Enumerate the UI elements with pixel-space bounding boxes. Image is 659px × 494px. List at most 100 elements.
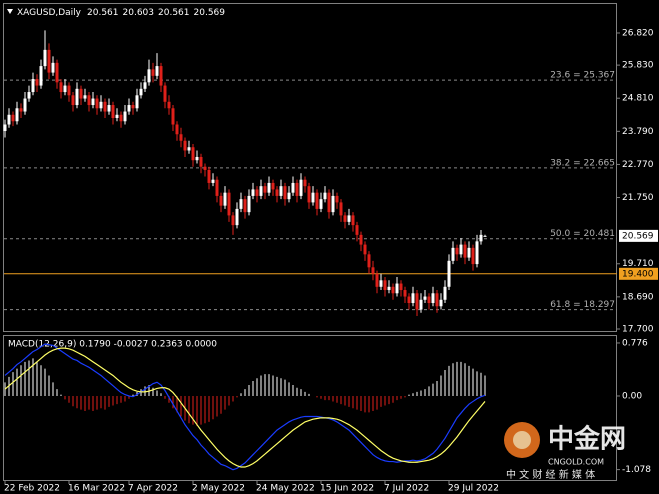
candle-body <box>111 105 115 119</box>
candle-body <box>443 286 447 300</box>
candle-body <box>391 286 395 294</box>
candle-body <box>7 114 11 125</box>
x-tick-label: 29 Jul 2022 <box>448 484 499 494</box>
candle-body <box>435 293 439 307</box>
candle-body <box>39 66 43 86</box>
candle-body <box>291 182 295 193</box>
candle-body <box>19 108 23 112</box>
candle-body <box>375 273 379 287</box>
candle-body <box>227 192 231 216</box>
candle-body <box>431 293 435 304</box>
candle-body <box>459 244 463 255</box>
candle-body <box>95 98 99 109</box>
candle-body <box>471 247 475 265</box>
x-tick-label: 7 Apr 2022 <box>128 484 178 494</box>
macd-line <box>4 347 486 468</box>
candle-body <box>419 299 423 310</box>
candle-body <box>195 156 199 161</box>
candle-body <box>403 290 407 297</box>
candle-body <box>323 192 327 200</box>
candle-body <box>423 296 427 300</box>
y-tick-label: 0.00 <box>622 391 642 401</box>
open: 20.561 <box>87 8 119 18</box>
low: 20.561 <box>158 8 190 18</box>
macd-frame <box>3 335 617 481</box>
candle-body <box>367 254 371 268</box>
candle-body <box>103 101 107 112</box>
fib-label: 61.8 = 18.297 <box>550 300 615 310</box>
candle-body <box>183 140 187 151</box>
candle-body <box>335 195 339 203</box>
candle-body <box>143 82 147 89</box>
candle-body <box>175 124 179 135</box>
candle-body <box>295 182 299 196</box>
candle-body <box>287 192 291 200</box>
candle-body <box>379 280 383 287</box>
candle-body <box>299 179 303 196</box>
candle-body <box>155 66 159 76</box>
candle-body <box>355 225 359 235</box>
candle-body <box>383 280 387 291</box>
y-tick-label: 21.750 <box>622 193 654 203</box>
header: XAGUSD,Daily 20.561 20.603 20.561 20.569 <box>17 8 225 18</box>
candle-body <box>51 62 55 73</box>
candle-body <box>135 95 139 109</box>
candle-body <box>139 88 143 96</box>
y-tick-label: 19.710 <box>622 259 654 269</box>
candle-body <box>439 299 443 307</box>
candle-body <box>427 296 431 304</box>
candle-body <box>259 186 263 196</box>
candle-body <box>271 182 275 190</box>
candle-body <box>475 241 479 265</box>
macd-label: MACD(12,26,9) 0.1790 -0.0027 0.2363 0.00… <box>8 340 217 350</box>
candle-body <box>235 208 239 226</box>
candle-body <box>15 108 19 122</box>
candle-body <box>275 189 279 196</box>
candle-body <box>303 179 307 187</box>
candle-body <box>371 267 375 274</box>
candle-body <box>91 98 95 106</box>
candle-body <box>351 215 355 226</box>
y-tick-label: 18.690 <box>622 292 654 302</box>
candle-body <box>23 98 27 112</box>
candle-body <box>339 202 343 216</box>
candle-body <box>483 235 487 237</box>
candle-body <box>119 114 123 122</box>
candle-body <box>315 192 319 209</box>
candle-body <box>359 234 363 245</box>
candle-body <box>479 234 483 242</box>
close: 20.569 <box>194 8 226 18</box>
candle-body <box>451 247 455 261</box>
candle-body <box>99 101 103 109</box>
symbol: XAGUSD,Daily <box>17 8 82 18</box>
candle-body <box>363 244 367 255</box>
candle-body <box>35 79 39 86</box>
candle-body <box>263 186 267 193</box>
candle-body <box>311 192 315 203</box>
candle-body <box>59 82 63 93</box>
candle-body <box>239 199 243 209</box>
candle-body <box>215 179 219 196</box>
candle-body <box>255 189 259 196</box>
candle-body <box>127 105 131 112</box>
candle-body <box>131 105 135 109</box>
candle-body <box>399 283 403 291</box>
candle-body <box>247 195 251 213</box>
y-tick-label: 22.770 <box>622 160 654 170</box>
price-marker-box <box>619 229 658 242</box>
candle-body <box>219 195 223 206</box>
candle-body <box>147 69 151 83</box>
candle-body <box>283 186 287 200</box>
fib-label: 23.6 = 25.367 <box>550 71 615 81</box>
candle-body <box>211 179 215 183</box>
candle-body <box>11 114 15 122</box>
x-tick-label: 24 May 2022 <box>256 484 315 494</box>
candle-body <box>27 92 31 99</box>
candle-body <box>71 95 75 106</box>
fib-label: 38.2 = 22.665 <box>550 158 615 168</box>
y-tick-label: 0.776 <box>622 338 648 348</box>
candle-body <box>447 260 451 287</box>
y-tick-label: 23.790 <box>622 127 654 137</box>
